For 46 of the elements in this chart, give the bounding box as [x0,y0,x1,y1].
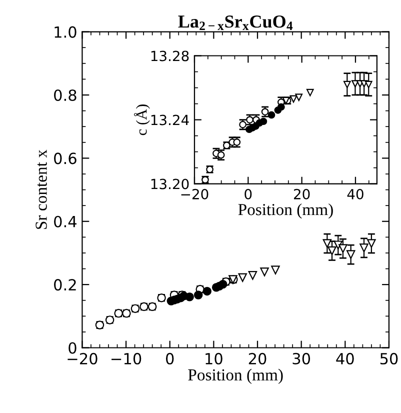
x-tick-label: −10 [112,352,142,364]
point [328,246,336,256]
x-axis-title: Position (mm) [238,203,333,219]
point [185,292,194,302]
y-tick-label: 0.6 [54,152,76,164]
point [202,286,212,296]
point [238,273,247,282]
x-tick-label: 30 [292,352,310,364]
y-tick-label: 0.2 [54,279,76,291]
point [334,240,343,250]
x-tick-label: 20 [294,188,310,200]
point [248,271,258,280]
x-tick-label: 40 [347,188,364,200]
point [338,244,348,253]
point [295,94,303,102]
x-axis-title: Position (mm) [188,368,283,384]
point [322,239,332,248]
point [290,95,298,103]
point [268,111,276,119]
y-tick-label: 1.0 [54,26,76,38]
y-axis-title: Sr content x [36,150,47,229]
point [367,239,376,248]
point [271,266,280,274]
y-tick-label: 0.4 [54,216,76,228]
x-tick-label: −20 [68,352,98,364]
point [306,88,314,96]
point [239,120,246,128]
x-tick-label: 20 [248,352,266,364]
y-tick-label: 13.28 [151,50,189,62]
y-tick-label: 13.20 [151,178,189,190]
x-tick-label: −20 [181,188,208,200]
x-tick-label: 40 [336,352,354,364]
point [360,244,368,252]
x-tick-label: 0 [244,188,252,200]
y-axis-title: c (Å) [134,104,150,136]
point [364,80,372,88]
point [346,250,356,259]
point [343,80,351,88]
x-tick-label: 50 [380,352,398,364]
point [260,268,269,276]
y-tick-label: 0.8 [54,89,76,102]
point [194,290,203,300]
chart-title: La$_{2−x}$Sr$_{x}$CuO$_{4}$ [178,16,293,30]
y-tick-label: 0 [68,342,76,354]
x-tick-label: 10 [206,352,222,364]
y-tick-label: 13.24 [151,114,189,126]
